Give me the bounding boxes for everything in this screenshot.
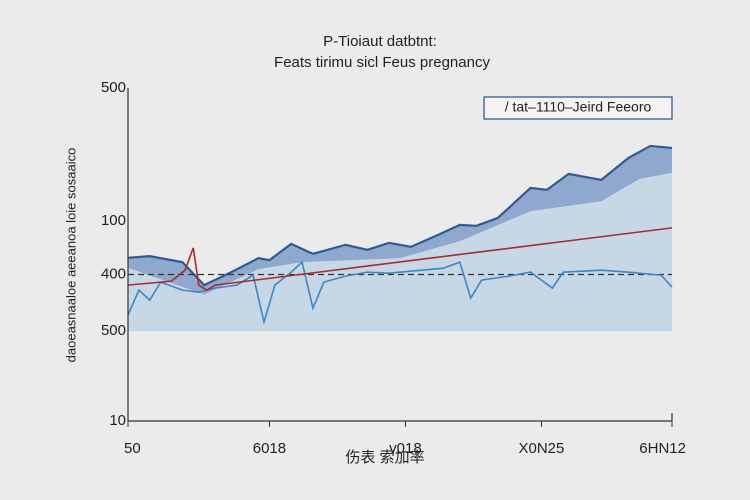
legend-box <box>483 96 673 120</box>
y-tick-label: 500 <box>101 322 126 339</box>
chart-title: P-Tioiaut datbtnt: <box>323 33 437 50</box>
band-line <box>127 144 673 287</box>
x-tick-label: 6018 <box>253 440 286 457</box>
chart-subtitle: Feats tirimu sicl Feus pregnancy <box>274 54 490 71</box>
series-line <box>127 227 673 292</box>
series-line <box>127 260 673 326</box>
band <box>128 145 672 295</box>
area <box>128 172 672 332</box>
y-tick-label: 400 <box>101 265 126 282</box>
legend-label: / tat–1110–Jeird Feeoro <box>505 99 652 115</box>
y-tick-label: 10 <box>109 412 126 429</box>
x-tick-label: v018 <box>389 440 422 457</box>
x-tick-label: 6HN12 <box>639 440 686 457</box>
x-tick-label: 50 <box>124 440 141 457</box>
y-tick-label: 500 <box>101 79 126 96</box>
x-tick-label: X0N25 <box>519 440 565 457</box>
y-tick-label: 100 <box>101 212 126 229</box>
y-axis-label: daoeasnaaloe aeeanoa loie sosaaico <box>63 148 78 363</box>
x-axis-label: 伤表 索加率 <box>345 449 424 466</box>
